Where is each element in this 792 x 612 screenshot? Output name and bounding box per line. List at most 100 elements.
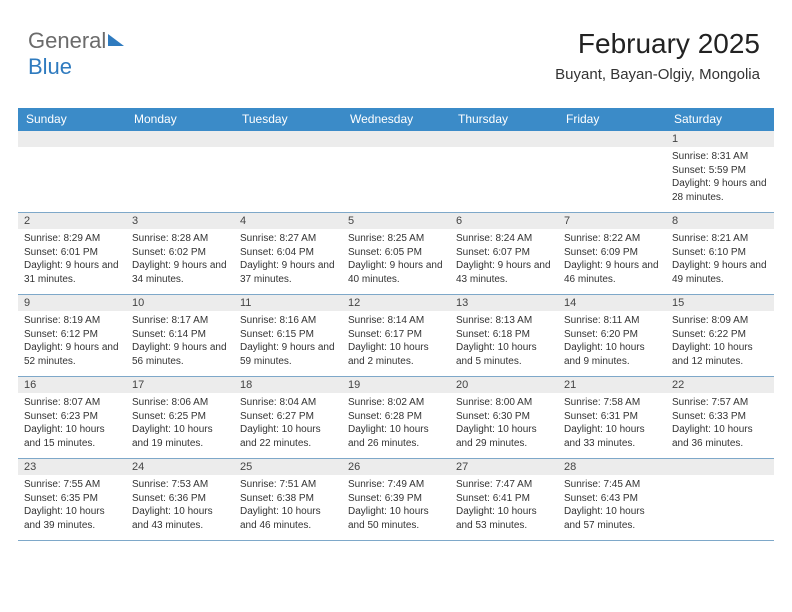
day-info: Sunrise: 8:31 AMSunset: 5:59 PMDaylight:…: [666, 147, 774, 208]
page-title-block: February 2025 Buyant, Bayan-Olgiy, Mongo…: [555, 28, 760, 83]
day-info: Sunrise: 7:55 AMSunset: 6:35 PMDaylight:…: [18, 475, 126, 536]
day-number: 11: [234, 295, 342, 311]
day-info: Sunrise: 8:22 AMSunset: 6:09 PMDaylight:…: [558, 229, 666, 290]
weekday-header-cell: Saturday: [666, 108, 774, 131]
day-number: [234, 131, 342, 147]
calendar-grid: SundayMondayTuesdayWednesdayThursdayFrid…: [18, 108, 774, 541]
weekday-header-row: SundayMondayTuesdayWednesdayThursdayFrid…: [18, 108, 774, 131]
day-info: Sunrise: 8:02 AMSunset: 6:28 PMDaylight:…: [342, 393, 450, 454]
day-info: Sunrise: 8:21 AMSunset: 6:10 PMDaylight:…: [666, 229, 774, 290]
day-number: [558, 131, 666, 147]
brand-word2: Blue: [28, 54, 72, 79]
calendar-day-cell: 5Sunrise: 8:25 AMSunset: 6:05 PMDaylight…: [342, 213, 450, 295]
calendar-day-cell: 15Sunrise: 8:09 AMSunset: 6:22 PMDayligh…: [666, 295, 774, 377]
day-number: 20: [450, 377, 558, 393]
day-info: Sunrise: 8:27 AMSunset: 6:04 PMDaylight:…: [234, 229, 342, 290]
weekday-header-cell: Sunday: [18, 108, 126, 131]
day-number: 14: [558, 295, 666, 311]
day-number: 7: [558, 213, 666, 229]
calendar-week-row: 1Sunrise: 8:31 AMSunset: 5:59 PMDaylight…: [18, 131, 774, 213]
calendar-day-cell: 12Sunrise: 8:14 AMSunset: 6:17 PMDayligh…: [342, 295, 450, 377]
weekday-header-cell: Thursday: [450, 108, 558, 131]
calendar-day-cell: [558, 131, 666, 213]
brand-word1: General: [28, 28, 106, 53]
calendar-day-cell: 28Sunrise: 7:45 AMSunset: 6:43 PMDayligh…: [558, 459, 666, 541]
day-number: 17: [126, 377, 234, 393]
calendar-day-cell: 4Sunrise: 8:27 AMSunset: 6:04 PMDaylight…: [234, 213, 342, 295]
day-number: 28: [558, 459, 666, 475]
day-info: Sunrise: 8:25 AMSunset: 6:05 PMDaylight:…: [342, 229, 450, 290]
day-number: 23: [18, 459, 126, 475]
weekday-header-cell: Wednesday: [342, 108, 450, 131]
day-info: Sunrise: 8:00 AMSunset: 6:30 PMDaylight:…: [450, 393, 558, 454]
day-info: Sunrise: 7:57 AMSunset: 6:33 PMDaylight:…: [666, 393, 774, 454]
day-number: 25: [234, 459, 342, 475]
calendar-week-row: 23Sunrise: 7:55 AMSunset: 6:35 PMDayligh…: [18, 459, 774, 541]
calendar-day-cell: [126, 131, 234, 213]
month-year-title: February 2025: [555, 28, 760, 60]
day-number: 12: [342, 295, 450, 311]
calendar-day-cell: 10Sunrise: 8:17 AMSunset: 6:14 PMDayligh…: [126, 295, 234, 377]
day-number: 18: [234, 377, 342, 393]
calendar-day-cell: [342, 131, 450, 213]
day-number: [18, 131, 126, 147]
day-number: 13: [450, 295, 558, 311]
calendar-day-cell: 17Sunrise: 8:06 AMSunset: 6:25 PMDayligh…: [126, 377, 234, 459]
day-info: Sunrise: 8:09 AMSunset: 6:22 PMDaylight:…: [666, 311, 774, 372]
calendar-day-cell: 2Sunrise: 8:29 AMSunset: 6:01 PMDaylight…: [18, 213, 126, 295]
calendar-day-cell: [666, 459, 774, 541]
day-info: Sunrise: 8:11 AMSunset: 6:20 PMDaylight:…: [558, 311, 666, 372]
day-info: Sunrise: 8:04 AMSunset: 6:27 PMDaylight:…: [234, 393, 342, 454]
calendar-day-cell: 23Sunrise: 7:55 AMSunset: 6:35 PMDayligh…: [18, 459, 126, 541]
day-number: 6: [450, 213, 558, 229]
weeks-container: 1Sunrise: 8:31 AMSunset: 5:59 PMDaylight…: [18, 131, 774, 541]
day-number: 9: [18, 295, 126, 311]
day-number: 5: [342, 213, 450, 229]
day-info: Sunrise: 7:47 AMSunset: 6:41 PMDaylight:…: [450, 475, 558, 536]
day-info: Sunrise: 8:17 AMSunset: 6:14 PMDaylight:…: [126, 311, 234, 372]
calendar-day-cell: 9Sunrise: 8:19 AMSunset: 6:12 PMDaylight…: [18, 295, 126, 377]
calendar-week-row: 9Sunrise: 8:19 AMSunset: 6:12 PMDaylight…: [18, 295, 774, 377]
day-number: [342, 131, 450, 147]
day-info: Sunrise: 7:58 AMSunset: 6:31 PMDaylight:…: [558, 393, 666, 454]
calendar-week-row: 2Sunrise: 8:29 AMSunset: 6:01 PMDaylight…: [18, 213, 774, 295]
day-info: Sunrise: 7:51 AMSunset: 6:38 PMDaylight:…: [234, 475, 342, 536]
day-info: Sunrise: 8:24 AMSunset: 6:07 PMDaylight:…: [450, 229, 558, 290]
calendar-week-row: 16Sunrise: 8:07 AMSunset: 6:23 PMDayligh…: [18, 377, 774, 459]
day-number: 15: [666, 295, 774, 311]
calendar-day-cell: 11Sunrise: 8:16 AMSunset: 6:15 PMDayligh…: [234, 295, 342, 377]
weekday-header-cell: Friday: [558, 108, 666, 131]
day-info: Sunrise: 7:45 AMSunset: 6:43 PMDaylight:…: [558, 475, 666, 536]
day-number: 3: [126, 213, 234, 229]
day-number: 19: [342, 377, 450, 393]
day-number: 1: [666, 131, 774, 147]
day-info: Sunrise: 7:53 AMSunset: 6:36 PMDaylight:…: [126, 475, 234, 536]
calendar-day-cell: 3Sunrise: 8:28 AMSunset: 6:02 PMDaylight…: [126, 213, 234, 295]
day-info: Sunrise: 8:16 AMSunset: 6:15 PMDaylight:…: [234, 311, 342, 372]
day-number: 22: [666, 377, 774, 393]
day-info: Sunrise: 8:13 AMSunset: 6:18 PMDaylight:…: [450, 311, 558, 372]
day-number: 4: [234, 213, 342, 229]
day-number: [450, 131, 558, 147]
day-number: 2: [18, 213, 126, 229]
calendar-day-cell: [450, 131, 558, 213]
calendar-day-cell: 8Sunrise: 8:21 AMSunset: 6:10 PMDaylight…: [666, 213, 774, 295]
day-number: 24: [126, 459, 234, 475]
calendar-day-cell: 22Sunrise: 7:57 AMSunset: 6:33 PMDayligh…: [666, 377, 774, 459]
day-info: Sunrise: 8:28 AMSunset: 6:02 PMDaylight:…: [126, 229, 234, 290]
calendar-day-cell: 14Sunrise: 8:11 AMSunset: 6:20 PMDayligh…: [558, 295, 666, 377]
day-info: Sunrise: 8:19 AMSunset: 6:12 PMDaylight:…: [18, 311, 126, 372]
calendar-day-cell: 1Sunrise: 8:31 AMSunset: 5:59 PMDaylight…: [666, 131, 774, 213]
calendar-day-cell: 27Sunrise: 7:47 AMSunset: 6:41 PMDayligh…: [450, 459, 558, 541]
day-number: [126, 131, 234, 147]
calendar-day-cell: 20Sunrise: 8:00 AMSunset: 6:30 PMDayligh…: [450, 377, 558, 459]
day-number: 10: [126, 295, 234, 311]
calendar-day-cell: 26Sunrise: 7:49 AMSunset: 6:39 PMDayligh…: [342, 459, 450, 541]
calendar-day-cell: 16Sunrise: 8:07 AMSunset: 6:23 PMDayligh…: [18, 377, 126, 459]
day-info: Sunrise: 7:49 AMSunset: 6:39 PMDaylight:…: [342, 475, 450, 536]
day-info: Sunrise: 8:06 AMSunset: 6:25 PMDaylight:…: [126, 393, 234, 454]
day-number: 27: [450, 459, 558, 475]
brand-logo: General Blue: [28, 28, 124, 80]
calendar-day-cell: 7Sunrise: 8:22 AMSunset: 6:09 PMDaylight…: [558, 213, 666, 295]
weekday-header-cell: Tuesday: [234, 108, 342, 131]
